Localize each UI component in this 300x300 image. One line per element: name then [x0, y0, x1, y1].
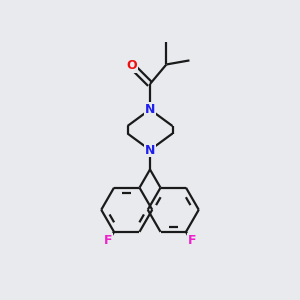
Text: N: N — [145, 143, 155, 157]
Text: O: O — [127, 59, 137, 73]
Text: F: F — [188, 233, 196, 247]
Text: N: N — [145, 103, 155, 116]
Text: F: F — [104, 233, 112, 247]
